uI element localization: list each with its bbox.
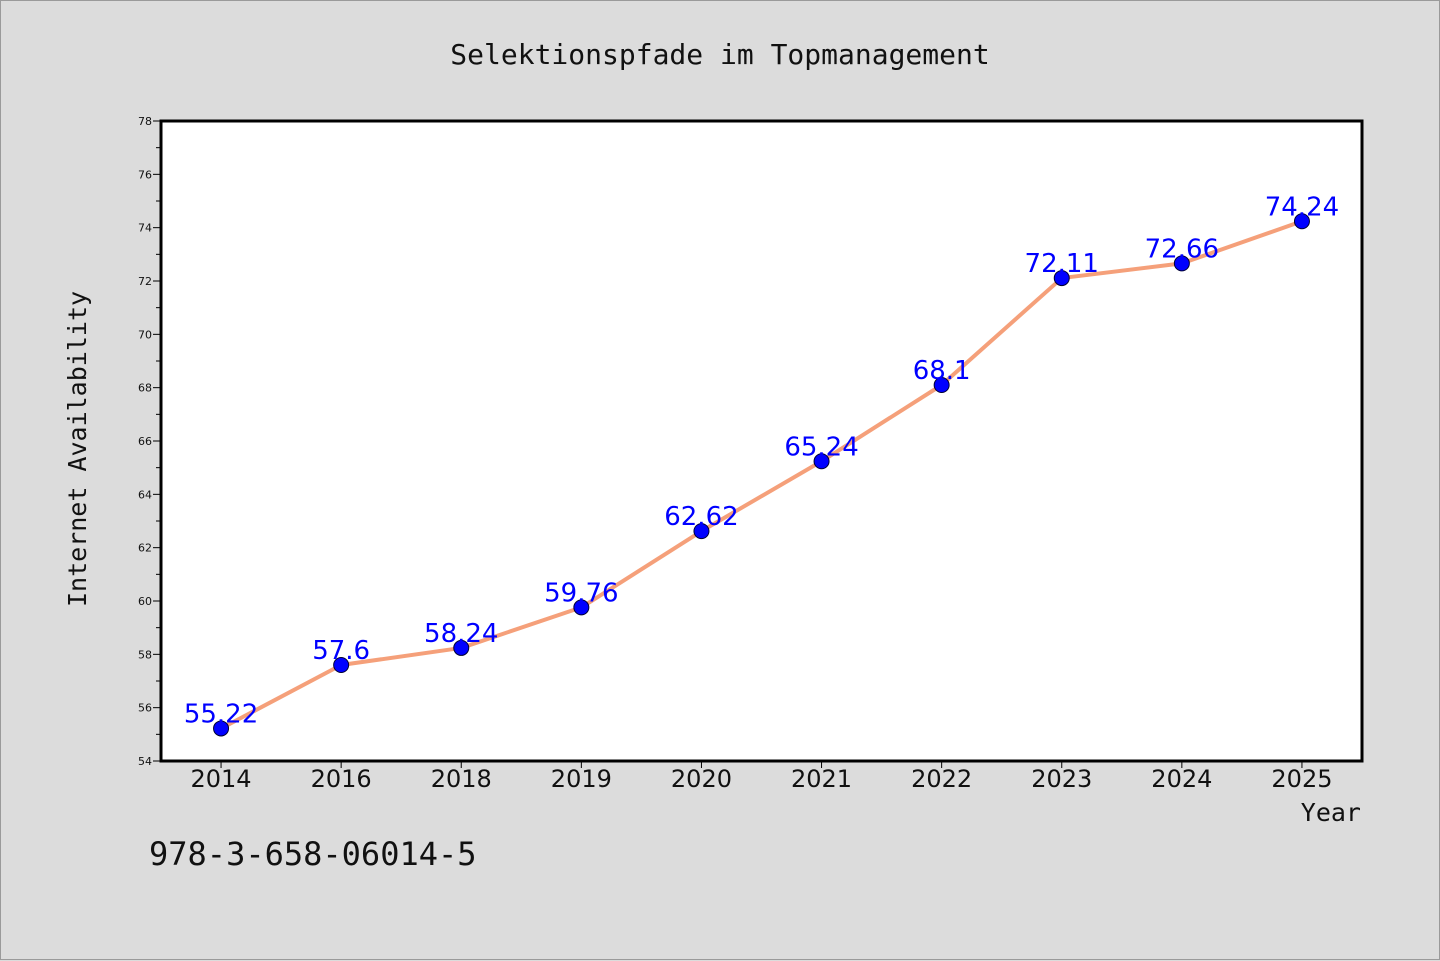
x-tick-label: 2025	[1271, 765, 1332, 793]
chart-title: Selektionspfade im Topmanagement	[450, 38, 989, 71]
x-axis-label: Year	[1301, 798, 1361, 827]
data-label: 68.1	[913, 356, 971, 386]
x-tick-label: 2018	[431, 765, 492, 793]
data-point	[1053, 270, 1070, 287]
series-layer: 55.22 57.6 58.24 59.76 62.62 65.24 68.1 72.11 72…	[184, 192, 1339, 737]
y-tick-label: 76	[138, 168, 152, 181]
x-tick-label: 2024	[1151, 765, 1212, 793]
data-label: 59.76	[544, 578, 618, 608]
data-label: 72.11	[1025, 249, 1099, 279]
data-point	[1293, 213, 1310, 230]
x-tick-label: 2019	[551, 765, 612, 793]
y-tick-label: 58	[138, 648, 152, 661]
data-point	[1173, 255, 1190, 272]
y-tick-label: 70	[138, 328, 152, 341]
y-tick-label: 56	[138, 702, 152, 715]
x-tick-label: 2022	[911, 765, 972, 793]
data-label: 58.24	[424, 619, 498, 649]
data-label: 74.24	[1265, 192, 1339, 222]
y-tick-label: 74	[138, 222, 152, 235]
x-tick-label: 2016	[311, 765, 372, 793]
data-point	[213, 720, 230, 737]
y-tick-label: 64	[138, 488, 152, 501]
data-point	[693, 523, 710, 540]
data-point	[453, 639, 470, 656]
series-line	[220, 219, 1303, 731]
data-point	[573, 599, 590, 616]
data-point	[933, 377, 950, 393]
x-tick-label: 2014	[191, 765, 252, 793]
x-tick-label: 2023	[1031, 765, 1092, 793]
data-label: 55.22	[184, 699, 258, 729]
data-point	[813, 453, 830, 470]
y-tick-label: 54	[138, 755, 152, 768]
x-tick-label: 2021	[791, 765, 852, 793]
y-tick-label: 62	[138, 542, 152, 555]
x-axis: 2014 2016 2018 2019 2020 2021 2022 2023 2024 2025	[191, 761, 1332, 793]
y-tick-label: 66	[138, 435, 152, 448]
footnote-isbn: 978-3-658-06014-5	[149, 835, 477, 873]
data-label: 72.66	[1145, 234, 1219, 264]
y-tick-label: 72	[138, 275, 152, 288]
data-label: 57.6	[312, 636, 370, 666]
y-axis-label: Internet Availability	[63, 291, 92, 607]
y-tick-label: 68	[138, 382, 152, 395]
data-label: 62.62	[664, 502, 738, 532]
plot-area	[159, 119, 1364, 763]
data-point	[333, 657, 350, 673]
y-tick-label: 78	[138, 115, 152, 128]
y-axis: 54 56 58 60 62 64 66 68 70 72 74 76 78	[138, 115, 161, 768]
y-tick-label: 60	[138, 595, 152, 608]
data-label: 65.24	[784, 432, 858, 462]
x-tick-label: 2020	[671, 765, 732, 793]
